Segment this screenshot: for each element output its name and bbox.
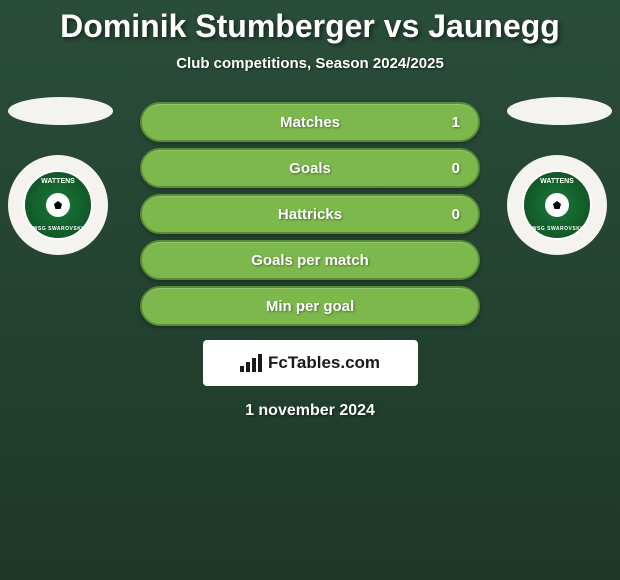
stat-value: 0 — [452, 206, 460, 223]
stat-row-hattricks: Hattricks 0 — [140, 194, 480, 234]
stat-label: Hattricks — [278, 206, 342, 223]
stat-row-matches: Matches 1 — [140, 102, 480, 142]
badge-inner-right: WATTENS WSG SWAROVSKI — [522, 170, 592, 240]
stat-label: Goals — [289, 160, 331, 177]
player-silhouette-icon — [507, 97, 612, 125]
club-badge-right: WATTENS WSG SWAROVSKI — [507, 155, 607, 255]
chart-icon — [240, 354, 262, 372]
stat-row-goals-per-match: Goals per match — [140, 240, 480, 280]
player-right-column: WATTENS WSG SWAROVSKI — [507, 97, 612, 255]
soccer-ball-icon — [46, 193, 70, 217]
stat-label: Matches — [280, 114, 340, 131]
footer-logo[interactable]: FcTables.com — [203, 340, 418, 386]
page-title: Dominik Stumberger vs Jaunegg — [0, 0, 620, 45]
main-content: WATTENS WSG SWAROVSKI WATTENS WSG SWAROV… — [0, 102, 620, 420]
badge-top-text: WATTENS — [41, 178, 75, 185]
badge-top-text: WATTENS — [540, 178, 574, 185]
page-subtitle: Club competitions, Season 2024/2025 — [0, 55, 620, 72]
stat-label: Goals per match — [251, 252, 369, 269]
club-badge-left: WATTENS WSG SWAROVSKI — [8, 155, 108, 255]
player-left-column: WATTENS WSG SWAROVSKI — [8, 97, 113, 255]
badge-bottom-text: WSG SWAROVSKI — [532, 226, 582, 232]
stat-label: Min per goal — [266, 298, 354, 315]
logo-text: FcTables.com — [268, 353, 380, 373]
stat-value: 0 — [452, 160, 460, 177]
badge-inner-left: WATTENS WSG SWAROVSKI — [23, 170, 93, 240]
stats-container: Matches 1 Goals 0 Hattricks 0 Goals per … — [140, 102, 480, 326]
stat-value: 1 — [452, 114, 460, 131]
date-text: 1 november 2024 — [0, 402, 620, 420]
soccer-ball-icon — [545, 193, 569, 217]
stat-row-min-per-goal: Min per goal — [140, 286, 480, 326]
badge-bottom-text: WSG SWAROVSKI — [33, 226, 83, 232]
stat-row-goals: Goals 0 — [140, 148, 480, 188]
player-silhouette-icon — [8, 97, 113, 125]
